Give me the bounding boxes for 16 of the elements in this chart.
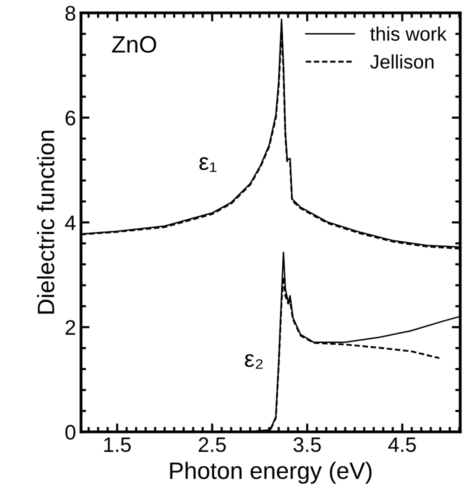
y-tick-label: 6: [66, 110, 76, 126]
y-tick-label: 2: [66, 320, 76, 335]
x-tick-label: 2.5: [198, 437, 226, 452]
legend-label: Jellison: [370, 54, 434, 69]
x-tick-label: 4.5: [388, 438, 416, 452]
x-tick-label: 1.5: [104, 438, 131, 452]
y-tick-label: 0: [65, 424, 76, 440]
y-tick-label: 4: [65, 216, 76, 230]
annotation: ZnO: [112, 36, 156, 53]
x-tick-label: 3.5: [294, 437, 321, 452]
y-tick-label: 8: [65, 6, 76, 21]
annotation: ε₁: [199, 157, 216, 172]
x-axis-title: Photon energy (eV): [170, 462, 372, 484]
annotation: ε₂: [244, 354, 263, 369]
y-axis-title: Dielectric function: [37, 130, 54, 314]
legend-label: this work: [370, 26, 447, 41]
